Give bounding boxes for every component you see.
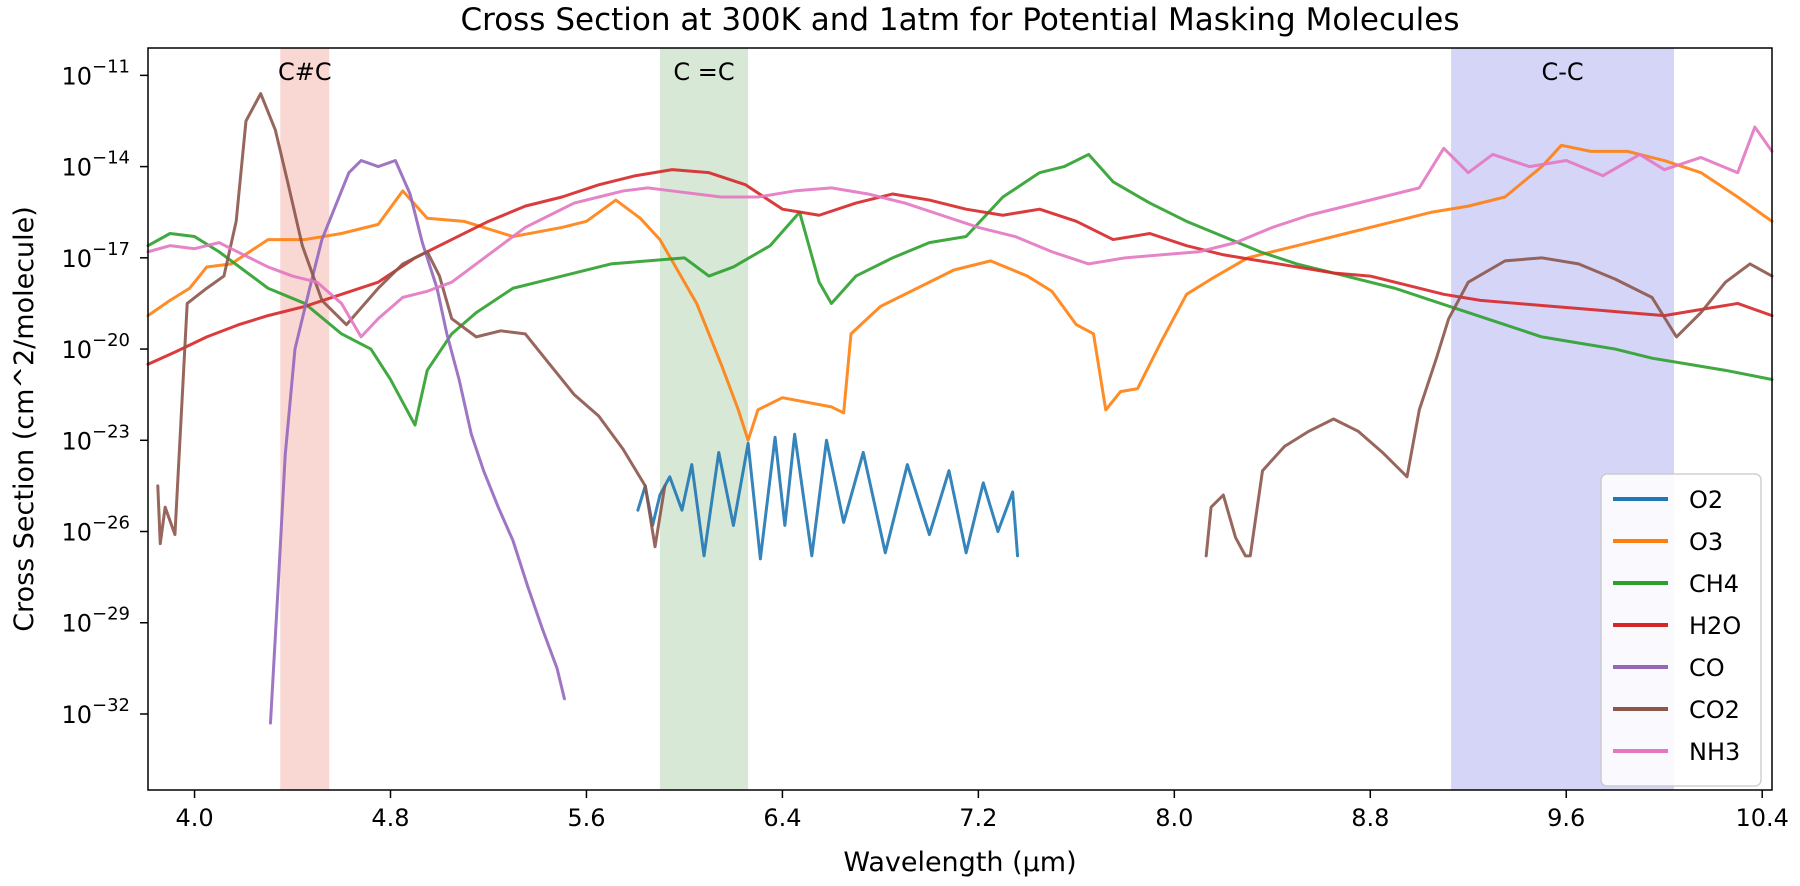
y-tick-label-4: 10−23 — [61, 421, 130, 455]
legend-label-o2: O2 — [1689, 486, 1723, 514]
chart-title: Cross Section at 300K and 1atm for Poten… — [460, 2, 1459, 38]
y-tick-label-6: 10−29 — [61, 604, 130, 638]
x-axis-label: Wavelength (μm) — [843, 847, 1076, 878]
x-tick-label-8: 10.4 — [1735, 804, 1788, 832]
x-tick-label-1: 4.8 — [371, 804, 409, 832]
bands-layer — [280, 48, 1675, 790]
series-line-co-0 — [268, 159, 566, 725]
x-tick-label-7: 9.6 — [1547, 804, 1585, 832]
axes-layer — [147, 47, 1773, 791]
x-tick-label-4: 7.2 — [959, 804, 997, 832]
legend-label-ch4: CH4 — [1689, 570, 1739, 598]
y-tick-label-3: 10−20 — [61, 330, 130, 364]
band-1 — [659, 48, 749, 790]
x-tick-label-3: 6.4 — [763, 804, 801, 832]
legend-label-nh3: NH3 — [1689, 738, 1740, 766]
x-tick-label-6: 8.8 — [1351, 804, 1389, 832]
y-tick-label-1: 10−14 — [61, 148, 130, 182]
y-axis-label: Cross Section (cm^2/molecule) — [9, 206, 40, 632]
legend-label-co2: CO2 — [1689, 696, 1740, 724]
series-layer — [146, 92, 1774, 725]
legend: O2 O3 CH4 H2O CO CO2 NH3 — [1600, 473, 1762, 787]
legend-label-o3: O3 — [1689, 528, 1723, 556]
y-tick-label-2: 10−17 — [61, 239, 130, 273]
x-tick-label-0: 4.0 — [175, 804, 213, 832]
y-tick-label-5: 10−26 — [61, 513, 130, 547]
x-tick-label-2: 5.6 — [567, 804, 605, 832]
band-label-1: C =C — [673, 58, 734, 86]
band-label-layer: C#C C =C C-C — [278, 58, 1584, 86]
legend-label-co: CO — [1689, 654, 1725, 682]
series-line-ch4-0 — [146, 152, 1774, 427]
x-tick-label-5: 8.0 — [1155, 804, 1193, 832]
series-line-o2-0 — [636, 432, 1020, 561]
series-line-co2-1 — [1204, 256, 1774, 558]
series-line-nh3-0 — [146, 125, 1774, 339]
band-label-2: C-C — [1541, 58, 1583, 86]
y-tick-label-7: 10−32 — [61, 695, 130, 729]
plot-frame — [147, 47, 1773, 791]
legend-label-h2o: H2O — [1689, 612, 1741, 640]
series-line-o3-0 — [146, 143, 1774, 442]
band-label-0: C#C — [278, 58, 332, 86]
ticks-layer: 4.0 4.8 5.6 6.4 7.2 8.0 8.8 9.6 10.4 10−11 10−14 10… — [61, 56, 1788, 832]
y-tick-label-0: 10−11 — [61, 56, 130, 90]
series-line-co2-0 — [156, 92, 667, 549]
